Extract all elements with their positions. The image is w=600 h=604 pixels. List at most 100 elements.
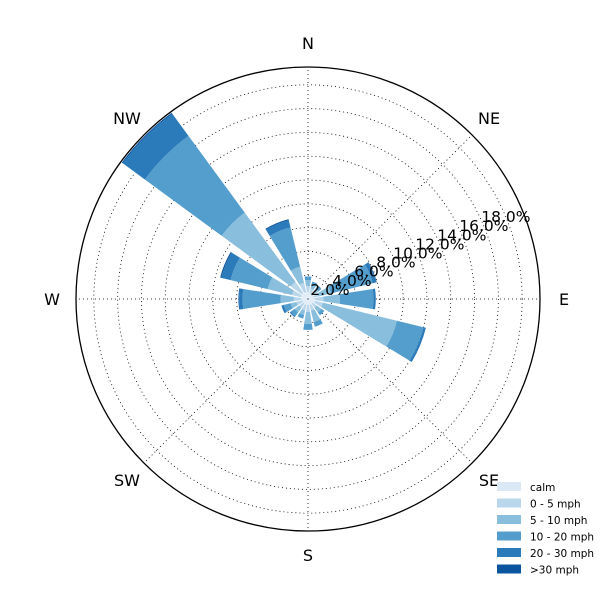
bar-nnw-5-10-mph (290, 266, 305, 285)
bar-wsw-0-5-mph (296, 300, 303, 306)
legend-label: 5 - 10 mph (530, 515, 587, 527)
bar-e-0-5-mph (315, 296, 324, 302)
bar-ese-10-20-mph (386, 320, 424, 361)
compass-label-se: SE (479, 471, 499, 490)
r-tick-label: 2.0% (310, 281, 349, 299)
grid-circle (93, 84, 523, 514)
bar-s-10-20-mph (303, 323, 313, 330)
r-tick-label: 4.0% (332, 272, 371, 290)
legend-swatch (497, 498, 521, 508)
grid-circle (164, 155, 452, 443)
bar-wnw-5-10-mph (267, 277, 294, 296)
bar-ene-0-5-mph (313, 293, 319, 298)
r-tick-label: 16.0% (459, 217, 508, 235)
legend-swatch (497, 548, 521, 557)
bar-sse-calm (308, 299, 312, 305)
bar-nne-0-5-mph (309, 288, 314, 294)
bar-nnw-calm (304, 292, 308, 299)
legend-label: 20 - 30 mph (530, 548, 594, 560)
bar-sw-10-20-mph (290, 308, 299, 317)
compass-labels: N NE E SE S SW W NW (44, 34, 569, 565)
bar-w-30-mph (238, 288, 240, 310)
compass-label-e: E (559, 290, 569, 309)
bar-se-10-20-mph (317, 308, 325, 316)
bar-ene-5-10-mph (317, 286, 332, 297)
wind-bars (121, 112, 426, 362)
bar-ese-calm (308, 299, 315, 303)
r-tick-label: 6.0% (354, 263, 393, 281)
bar-w-0-5-mph (293, 296, 301, 302)
radial-tick-labels: 2.0%4.0%6.0%8.0%10.0%12.0%14.0%16.0%18.0… (310, 208, 530, 299)
compass-label-ne: NE (478, 109, 500, 128)
bar-ese-20-30-mph (409, 327, 426, 362)
bar-wnw-0-5-mph (291, 290, 302, 298)
bar-e-calm (308, 297, 316, 301)
bar-nnw-30-mph (265, 219, 289, 230)
bar-se-calm (308, 299, 313, 304)
bar-se-5-10-mph (314, 305, 322, 313)
bar-sse-0-5-mph (309, 304, 315, 311)
grid-spoke (307, 134, 473, 300)
bar-ene-calm (308, 295, 314, 299)
legend: calm 0 - 5 mph 5 - 10 mph 10 - 20 mph 20 - 3… (497, 482, 594, 577)
legend-label: >30 mph (530, 565, 579, 577)
bar-sse-5-10-mph (310, 309, 321, 323)
legend-label: 0 - 5 mph (530, 499, 581, 511)
bar-n-10-20-mph (304, 276, 312, 281)
bar-ne-5-10-mph (313, 288, 319, 294)
bar-nne-10-20-mph (311, 281, 318, 287)
grid-spoke (307, 298, 473, 464)
bar-e-5-10-mph (323, 294, 341, 304)
legend-swatch (497, 531, 521, 541)
bar-nnw-10-20-mph (269, 227, 301, 271)
grid-circle (141, 132, 475, 466)
bar-ne-0-5-mph (311, 291, 316, 296)
bar-sw-0-5-mph (299, 302, 305, 308)
bar-ne-10-20-mph (315, 285, 322, 292)
bar-ssw-0-5-mph (301, 304, 307, 311)
legend-swatch (497, 482, 521, 491)
bar-w-calm (300, 297, 308, 301)
bar-wnw-20-30-mph (221, 252, 240, 281)
bar-e-20-30-mph (372, 288, 376, 310)
r-tick-label: 12.0% (415, 235, 464, 253)
bar-wsw-10-20-mph (283, 303, 293, 312)
grid-spoke (143, 298, 309, 464)
bar-ese-5-10-mph (321, 302, 397, 347)
bar-s-0-5-mph (306, 304, 310, 313)
bar-n-0-5-mph (306, 285, 310, 292)
bar-nw-20-30-mph (122, 113, 189, 180)
bar-wnw-10-20-mph (230, 257, 273, 290)
bar-nw-10-20-mph (144, 135, 245, 236)
bar-ssw-calm (304, 299, 308, 305)
bar-n-5-10-mph (305, 279, 311, 287)
bar-nw-5-10-mph (221, 212, 296, 287)
r-tick-label: 8.0% (376, 254, 415, 272)
bar-ene-10-20-mph (328, 264, 373, 294)
legend-swatch (497, 564, 521, 574)
bar-ese-0-5-mph (314, 300, 324, 308)
legend-swatch (497, 515, 521, 524)
bar-se-0-5-mph (311, 302, 317, 308)
bar-wnw-calm (301, 295, 308, 299)
compass-label-n: N (302, 34, 314, 53)
bar-s-calm (307, 299, 309, 305)
r-tick-label: 18.0% (481, 208, 530, 226)
legend-label: calm (530, 482, 555, 494)
grid-circle (117, 108, 499, 490)
bar-nne-5-10-mph (310, 285, 316, 290)
bar-sw-calm (303, 299, 308, 304)
bar-nw-0-5-mph (290, 281, 304, 295)
compass-label-s: S (303, 546, 313, 565)
bar-w-20-30-mph (238, 288, 244, 310)
compass-label-nw: NW (113, 109, 141, 128)
outer-circle (75, 66, 541, 532)
bar-sw-5-10-mph (294, 305, 302, 313)
grid-circle (236, 227, 380, 371)
bar-e-10-20-mph (339, 289, 374, 309)
compass-label-w: W (44, 290, 60, 309)
grid-circle (212, 203, 404, 395)
bar-wsw-20-30-mph (281, 304, 287, 314)
bar-ene-30-mph (367, 262, 377, 283)
